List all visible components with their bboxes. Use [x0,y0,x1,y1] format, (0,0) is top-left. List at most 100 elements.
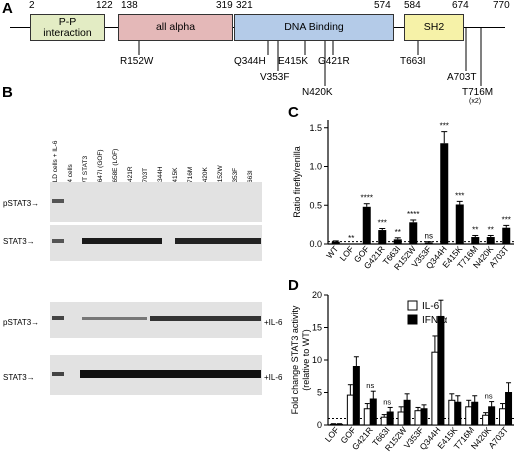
bar [502,227,511,244]
y-axis-label: (relative to WT) [301,329,311,391]
bar [362,206,371,244]
blot-label: STAT3→ [3,373,35,382]
bar-il6 [329,423,337,426]
y-tick-label: 10 [312,355,322,365]
bar-ifn [335,423,343,426]
significance-label: ns [425,232,433,241]
all-alpha-domain: all alpha [118,14,233,41]
panel-label-c: C [288,104,299,121]
significance-label: ns [366,381,374,390]
blot-label: pSTAT3→ [3,199,40,208]
significance-label: **** [407,210,419,219]
bar-ifn [420,408,428,426]
position-label: 321 [236,0,253,11]
chart-d: 0 5 10 15 20 Fold change STAT3 activity (relat… [290,290,514,453]
y-tick-label: 5 [317,388,322,398]
significance-label: ** [472,225,478,234]
y-tick-label: 15 [312,323,322,333]
bar-il6 [431,351,439,426]
blot-label: STAT3→ [3,237,35,246]
blot-image-pstat3 [50,182,262,222]
position-label: 584 [404,0,421,11]
significance-label: *** [440,122,449,131]
bar-ifn [488,406,496,426]
panel-label-d: D [288,277,299,294]
bar [393,239,402,244]
y-tick-label: 0 [317,420,322,430]
significance-label: *** [455,191,464,200]
dna-binding-domain: DNA Binding [234,14,394,41]
mutation-label: Q344H [234,56,266,67]
il6-label: +IL-6 [264,373,283,382]
blot-label: pSTAT3→ [3,318,40,327]
all-alpha-label: all alpha [155,21,196,33]
bar-il6 [499,408,507,426]
pp-domain-line1: P-P [58,15,77,28]
lane-label: DLD cells + IL-6 [52,140,59,187]
significance-label: *** [502,215,511,224]
bar-ifn [437,315,445,426]
y-tick-label: 1.0 [309,162,322,172]
blot-image-stat3-il6 [50,355,262,395]
mutation-label: E415K [278,56,309,67]
bar-ifn [386,411,394,426]
legend-swatch [407,314,418,325]
position-label: 122 [96,0,113,11]
position-label: 770 [493,0,510,11]
y-tick-label: 0.5 [309,200,322,210]
position-label: 319 [216,0,233,11]
blot-image-pstat3-il6 [50,302,262,338]
bar [378,230,387,244]
bar-ifn [352,366,360,426]
bar-il6 [380,416,388,426]
bar-il6 [414,410,422,426]
position-label: 674 [452,0,469,11]
mutation-ticks [138,28,482,86]
y-tick-label: 0.0 [309,239,322,249]
legend-label: IL-6 [422,301,440,312]
significance-label: ns [485,392,493,401]
legend-label: IFN-α [422,315,447,326]
bar-ifn [369,398,377,426]
pp-interaction-domain: P-P interaction [30,14,105,41]
dna-binding-label: DNA Binding [284,21,344,33]
y-axis-label: Fold change STAT3 activity [290,305,300,414]
bar [424,242,433,244]
legend-swatch [407,300,418,311]
significance-label: ** [348,234,354,243]
bar [331,241,340,244]
mutation-label: R152W [120,56,154,67]
significance-label: *** [378,219,387,228]
bar-il6 [363,408,371,426]
position-label: 2 [29,0,35,11]
significance-label: ** [488,225,494,234]
bar-ifn [505,392,513,426]
bar [455,204,464,244]
mutation-label: V353F [260,72,290,83]
bar-il6 [448,399,456,426]
x-tick-label: LOF [323,425,341,444]
bar-ifn [454,401,462,426]
sh2-domain: SH2 [404,14,464,41]
bar-il6 [397,411,405,426]
significance-label: **** [361,194,373,203]
blot-image-stat3 [50,225,262,261]
panel-label-b: B [2,84,13,101]
sh2-label: SH2 [423,21,445,33]
significance-label: ns [383,397,391,406]
mutation-label: G421R [318,56,350,67]
y-tick-label: 20 [312,290,322,300]
bar-il6 [346,394,354,426]
bar [486,237,495,244]
mutation-label: T663I [400,56,426,67]
il6-label: +IL-6 [264,318,283,327]
position-label: 138 [121,0,138,11]
mutation-label: N420K [302,87,333,98]
significance-label: ** [395,228,401,237]
mutation-label: A703T [447,72,477,83]
bar [409,222,418,244]
bar [440,143,449,244]
bar-ifn [403,399,411,426]
bar-il6 [482,414,490,426]
